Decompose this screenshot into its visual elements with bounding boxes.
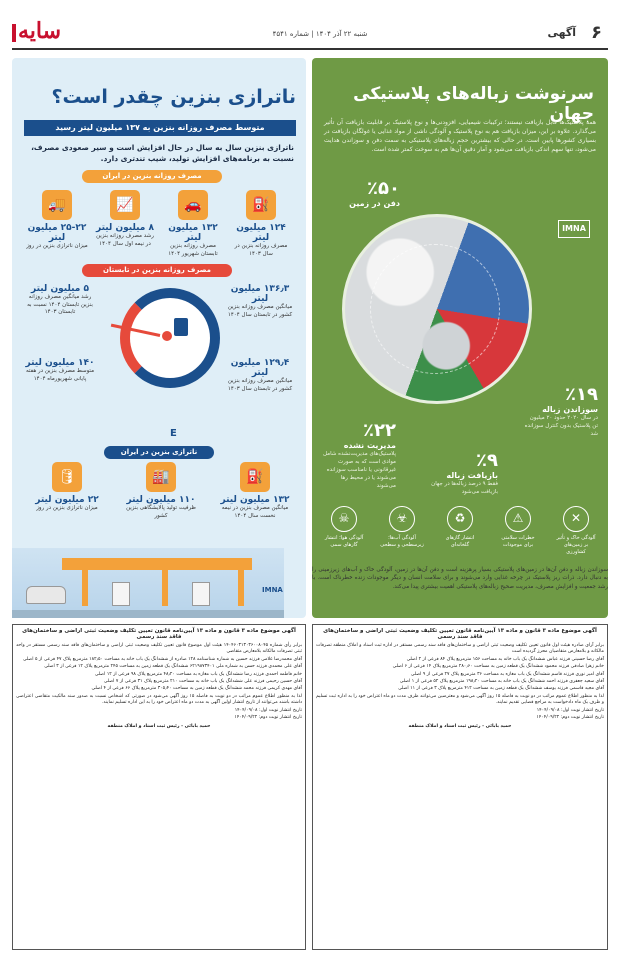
imna-logo: IMNA bbox=[558, 220, 590, 238]
plastic-intro: همه پلاستیک‌ها قابل بازیافت نیستند؛ ترکی… bbox=[324, 119, 596, 153]
gas-station-illustration bbox=[12, 548, 284, 618]
tanker-truck-icon: 🚚 bbox=[42, 190, 72, 220]
notice-heading: آگهی موضوع ماده ۳ قانون و ماده ۱۳ آیین‌ن… bbox=[22, 628, 296, 640]
page-number: ۶ bbox=[591, 22, 602, 43]
oil-barrel-icon: 🛢 bbox=[52, 462, 82, 492]
section-pill-daily: مصرف روزانه بنزین در ایران bbox=[82, 170, 222, 183]
notice-heading: آگهی موضوع ماده ۳ قانون و ماده ۱۳ آیین‌ن… bbox=[323, 628, 597, 640]
section-pill-imbalance: ناترازی بنزین در ایران bbox=[104, 446, 214, 459]
gasoline-intro: ناترازی بنزین سال به سال در حال افزایش ا… bbox=[31, 143, 294, 163]
notice-entry: تاریخ انتشار نوبت دوم: ۱۴۰۴/۰۹/۲۲ bbox=[536, 715, 604, 721]
imna-logo: IMNA bbox=[262, 586, 283, 594]
stat-unmanaged: ٪۲۲ مدیریت نشده پلاستیک‌های مدیریت‌نشده … bbox=[323, 420, 396, 489]
fuel-dispenser bbox=[192, 582, 210, 606]
notice-entry: تاریخ انتشار نوبت اول: ۱۴۰۴/۰۹/۰۸ bbox=[234, 707, 302, 713]
gasoline-headline-band: متوسط مصرف روزانه بنزین به ۱۳۷ میلیون لی… bbox=[24, 120, 296, 136]
impact-item: ☠ آلودگی هوا؛ انتشار گازهای سمی bbox=[322, 506, 366, 556]
stat-tile: ⛽ ۱۲۴ میلیون لیتر مصرف روزانه بنزین در س… bbox=[230, 190, 292, 258]
canopy-pillar bbox=[238, 570, 244, 606]
greenhouse-gas-icon: ♻ bbox=[447, 506, 473, 532]
gauge-empty-label: E bbox=[170, 428, 177, 439]
stat-tile: 🚗 ۱۳۲ میلیون لیتر مصرف روزانه بنزین تابس… bbox=[162, 190, 224, 258]
notice-entry: لذا به منظور اطلاع عموم مراتب در دو نوبت… bbox=[16, 693, 302, 706]
ground bbox=[12, 610, 284, 618]
stat-tile: 🏭 ۱۱۰ میلیون لیتر ظرفیت تولید پالایشگاهی… bbox=[124, 462, 198, 520]
fuel-pump-icon: ⛽ bbox=[246, 190, 276, 220]
section-label: آگهی bbox=[547, 26, 576, 39]
canopy-pillar bbox=[82, 570, 88, 606]
notice-signature: حمید بابائی - رئیس ثبت اسناد و املاک منط… bbox=[408, 724, 512, 730]
notice-entry: آقای علی محمدی فرزند حسن به شماره ملی ۶۲… bbox=[44, 664, 302, 670]
gasoline-infographic: ناترازی بنزین چقدر است؟ متوسط مصرف روزان… bbox=[12, 58, 306, 618]
growth-chart-icon: 📈 bbox=[110, 190, 140, 220]
water-pollution-icon: ☣ bbox=[389, 506, 415, 532]
health-risk-icon: ⚠ bbox=[505, 506, 531, 532]
impact-icons-row: ☠ آلودگی هوا؛ انتشار گازهای سمی ☣ آلودگی آ… bbox=[322, 506, 598, 556]
plastic-waste-infographic: سرنوشت زباله‌های پلاستیکی جهان همه پلاست… bbox=[312, 58, 608, 618]
stat-tile: 📈 ۸ میلیون لیتر رشد مصرف روزانه بنزین در… bbox=[94, 190, 156, 248]
gauge-hub bbox=[162, 331, 172, 341]
notice-entry: آقای حسین رحیمی فرزند علی ششدانگ یک باب … bbox=[103, 679, 302, 685]
section-pill-summer: مصرف روزانه بنزین در تابستان bbox=[82, 264, 232, 277]
notice-entry: خانم فاطمه احمدی فرزند رضا ششدانگ یک باب… bbox=[94, 671, 302, 677]
stat-tile: ۵ میلیون لیتر رشد میانگین مصرف روزانه بن… bbox=[27, 284, 93, 315]
car-icon bbox=[26, 586, 66, 604]
stat-tile: ⛽ ۱۳۲ میلیون لیتر میانگین مصرف بنزین در … bbox=[218, 462, 292, 520]
legal-notices: آگهی موضوع ماده ۳ قانون و ماده ۱۳ آیین‌ن… bbox=[12, 624, 608, 950]
notice-entry: برابر آرای صادره هیئت اول قانون تعیین تک… bbox=[316, 643, 604, 655]
notice-entry: آقای مهدی کریمی فرزند محمد ششدانگ یک قطع… bbox=[91, 686, 302, 692]
notice-entry: آقای سعید جعفری فرزند احمد ششدانگ یک باب… bbox=[399, 679, 604, 685]
dateline: شنبه ۲۲ آذر ۱۴۰۴ | شماره ۴۵۴۱ bbox=[272, 30, 368, 38]
brand-logo: سایه bbox=[18, 18, 62, 44]
stat-tile: 🛢 ۲۲ میلیون لیتر میزان ناترازی بنزین در … bbox=[30, 462, 104, 513]
plastic-body-text: سوزاندن زباله و دفن آن‌ها در زمین‌های پل… bbox=[312, 567, 608, 590]
canopy-pillar bbox=[162, 570, 168, 606]
notice-entry: لذا به منظور اطلاع عموم مراتب در دو نوبت… bbox=[316, 693, 604, 706]
stat-tile: ۱۳۶٫۳ میلیون لیتر میانگین مصرف روزانه بن… bbox=[227, 284, 293, 318]
fuel-pump-icon: ⛽ bbox=[240, 462, 270, 492]
plastic-title: سرنوشت زباله‌های پلاستیکی جهان bbox=[353, 84, 594, 124]
notice-entry: آقای رضا حسینی فرزند عباس ششدانگ یک باب … bbox=[406, 656, 604, 662]
notice-column-right: آگهی موضوع ماده ۳ قانون و ماده ۱۳ آیین‌ن… bbox=[312, 624, 608, 950]
circle-ring bbox=[370, 244, 500, 374]
stat-recycled: ٪۹ بازیافت زباله فقط ۹ درصد زباله‌ها در … bbox=[431, 450, 498, 495]
refinery-icon: 🏭 bbox=[146, 462, 176, 492]
stat-incinerated: ٪۱۹ سوزاندن زباله در سال ۲۰۲۰ حدود ۲۰ می… bbox=[524, 384, 598, 437]
notice-entry: برابر رأی شماره ۱۴۰۴۶۰۳۱۳۰۳۶۰۰۸۰۴۵ هیئت … bbox=[16, 643, 302, 655]
stat-tile: 🚚 ۲۵-۲۲ میلیون لیتر میزان ناترازی بنزین … bbox=[26, 190, 88, 251]
impact-item: ⚠ خطرات سلامتی برای موجودات bbox=[496, 506, 540, 556]
notice-entry: خانم زهرا صادقی فرزند محمود ششدانگ یک قط… bbox=[392, 664, 604, 670]
impact-item: ☣ آلودگی آب‌ها؛ زیرسطحی و سطحی bbox=[380, 506, 424, 556]
notice-column-left: آگهی موضوع ماده ۳ قانون و ماده ۱۳ آیین‌ن… bbox=[12, 624, 306, 950]
notice-signature: حمید بابائی - رئیس ثبت اسناد و املاک منط… bbox=[107, 724, 211, 730]
notice-entry: تاریخ انتشار نوبت اول: ۱۴۰۴/۰۹/۰۸ bbox=[536, 707, 604, 713]
soil-pollution-icon: ✕ bbox=[563, 506, 589, 532]
station-canopy bbox=[62, 558, 252, 570]
header-rule bbox=[12, 48, 608, 50]
impact-item: ♻ انتشار گازهای گلخانه‌ای bbox=[438, 506, 482, 556]
gasoline-title: ناترازی بنزین چقدر است؟ bbox=[51, 86, 297, 108]
stat-tile: ۱۴۰ میلیون لیتر متوسط مصرف بنزین در هفته… bbox=[25, 358, 95, 382]
page-header: ۶ آگهی شنبه ۲۲ آذر ۱۴۰۴ | شماره ۴۵۴۱ سای… bbox=[0, 0, 620, 52]
impact-item: ✕ آلودگی خاک و تأثیر بر زمین‌های کشاورزی bbox=[554, 506, 598, 556]
notice-entry: تاریخ انتشار نوبت دوم: ۱۴۰۴/۰۹/۲۲ bbox=[234, 715, 302, 721]
stat-landfill: ٪۵۰ دفن در زمین bbox=[349, 178, 400, 208]
car-icon: 🚗 bbox=[178, 190, 208, 220]
notice-entry: آقای محمدرضا غلامی فرزند حسین به شماره ش… bbox=[22, 656, 302, 662]
air-pollution-icon: ☠ bbox=[331, 506, 357, 532]
brand-mark bbox=[12, 24, 16, 42]
fuel-dispenser bbox=[112, 582, 130, 606]
gauge-full-label: F bbox=[162, 290, 169, 301]
notice-entry: آقای امیر نوری فرزند قاسم ششدانگ یک باب … bbox=[410, 671, 604, 677]
notice-entry: آقای مجید قاسمی فرزند یوسف ششدانگ یک قطع… bbox=[398, 686, 604, 692]
fuel-pump-icon bbox=[174, 318, 188, 336]
stat-tile: ۱۲۹٫۴ میلیون لیتر میانگین مصرف روزانه بن… bbox=[227, 358, 293, 392]
